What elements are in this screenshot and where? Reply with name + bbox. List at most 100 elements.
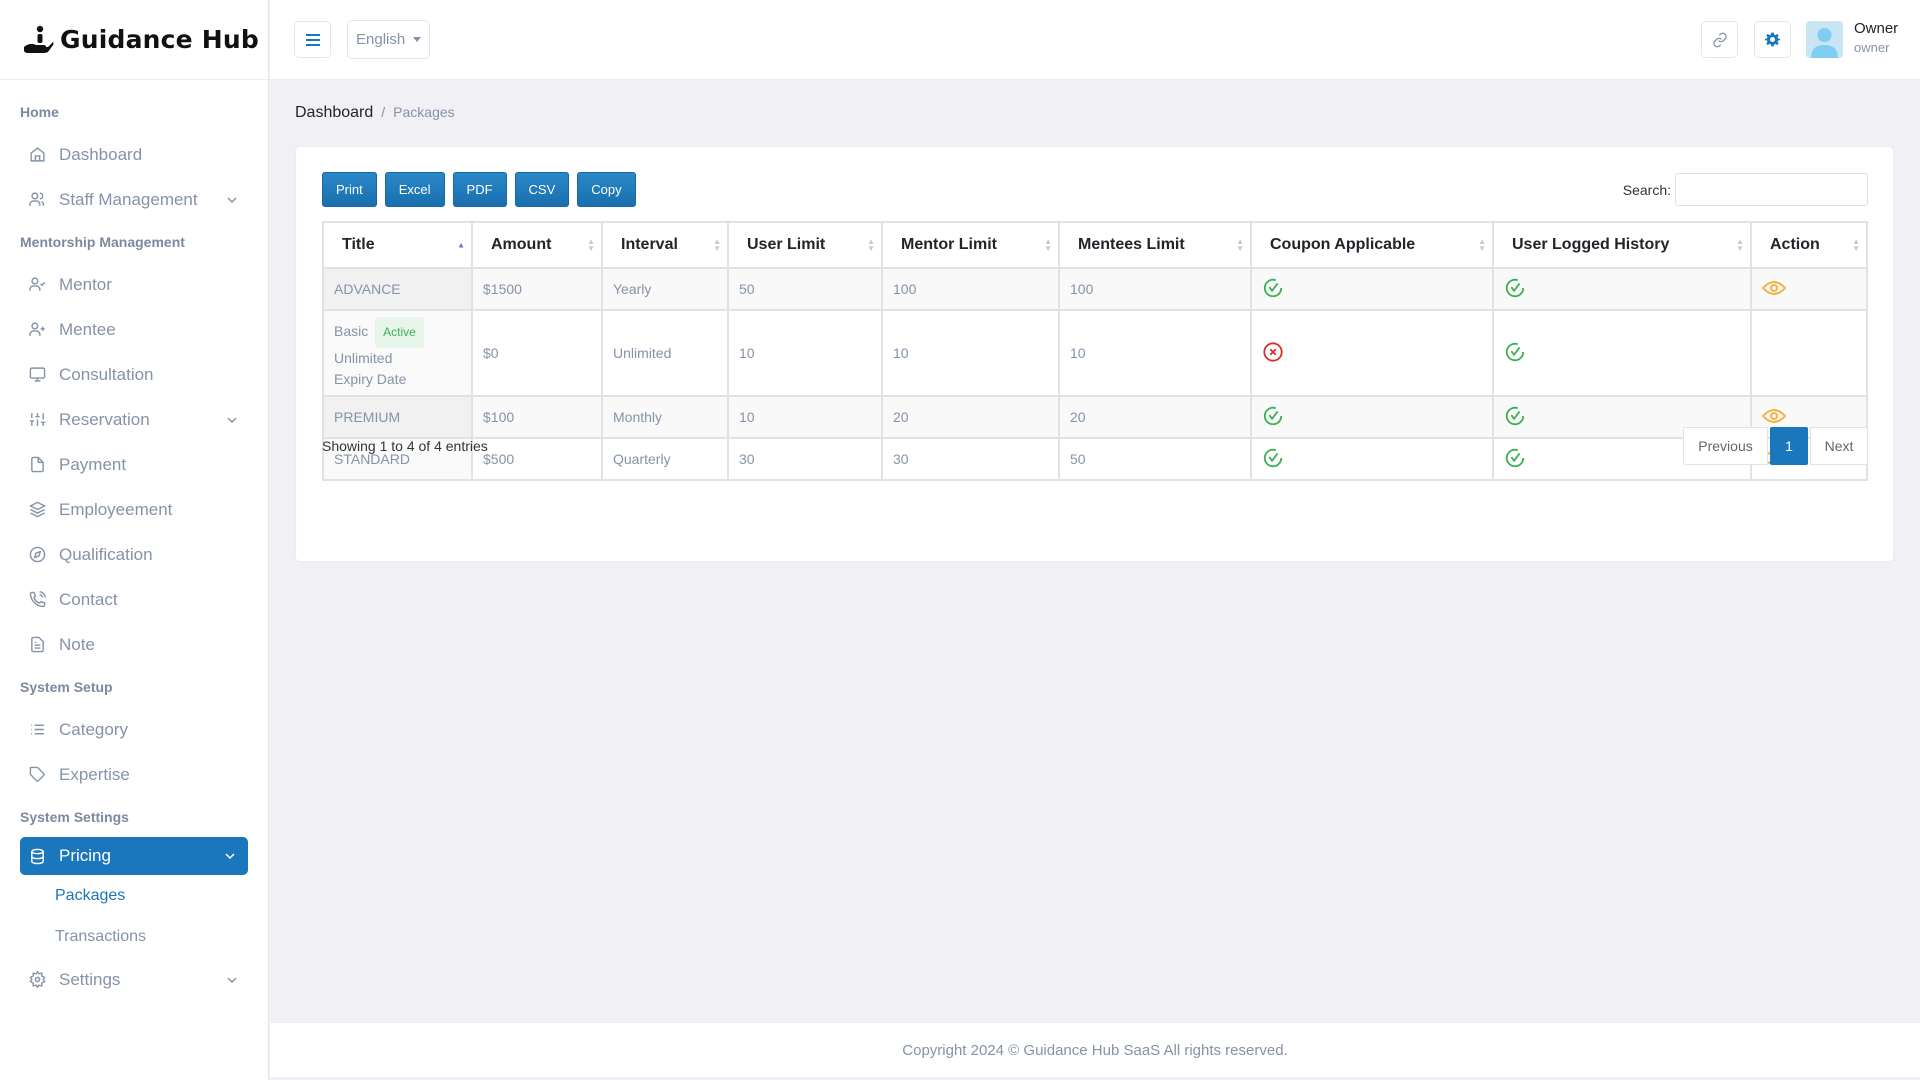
status-badge: Active <box>375 316 424 348</box>
column-header-user-logged-history[interactable]: User Logged History ▲ ▼ <box>1492 221 1752 269</box>
print-button[interactable]: Print <box>322 172 377 207</box>
pagination: Previous 1 Next <box>1683 427 1868 465</box>
cell-mentor-limit: 100 <box>881 267 1060 311</box>
breadcrumb: Dashboard / Packages <box>295 104 455 122</box>
users-icon <box>28 191 46 209</box>
cell-coupon <box>1250 395 1494 439</box>
file-text-icon <box>28 636 46 654</box>
sidebar-item-pricing[interactable]: Pricing <box>20 837 248 875</box>
sidebar-item-label: Note <box>59 634 95 654</box>
settings-button[interactable] <box>1754 21 1791 58</box>
sidebar-item-payment[interactable]: Payment <box>0 442 268 487</box>
check-circle-icon <box>1263 448 1283 467</box>
next-page-button[interactable]: Next <box>1810 427 1868 465</box>
check-circle-icon <box>1263 278 1283 297</box>
section-mentorship: Mentorship Management <box>20 234 185 250</box>
user-avatar-icon <box>1811 28 1838 58</box>
sidebar-item-expertise[interactable]: Expertise <box>0 752 268 797</box>
sidebar-item-mentee[interactable]: Mentee <box>0 307 268 352</box>
sidebar-item-label: Contact <box>59 589 118 609</box>
cell-coupon <box>1250 309 1494 397</box>
layers-icon <box>28 501 46 519</box>
sidebar-item-employeement[interactable]: Employeement <box>0 487 268 532</box>
sidebar-item-contact[interactable]: Contact <box>0 577 268 622</box>
column-header-title[interactable]: Title ▲ <box>322 221 473 269</box>
sidebar-item-mentor[interactable]: Mentor <box>0 262 268 307</box>
cell-amount: $0 <box>471 309 603 397</box>
cell-amount: $500 <box>471 437 603 481</box>
sort-icon: ▲ ▼ <box>1478 237 1486 253</box>
caret-down-icon <box>413 37 421 42</box>
section-system-setup: System Setup <box>20 679 113 695</box>
column-header-action[interactable]: Action ▲ ▼ <box>1750 221 1868 269</box>
previous-page-button[interactable]: Previous <box>1683 427 1768 465</box>
check-circle-icon <box>1505 342 1525 361</box>
avatar[interactable] <box>1806 21 1843 58</box>
menu-toggle-button[interactable] <box>294 21 331 58</box>
footer: Copyright 2024 © Guidance Hub SaaS All r… <box>270 1023 1920 1077</box>
section-system-settings: System Settings <box>20 809 129 825</box>
link-button[interactable] <box>1701 21 1738 58</box>
eye-icon[interactable] <box>1761 407 1787 425</box>
list-icon <box>28 721 46 739</box>
csv-button[interactable]: CSV <box>514 172 570 207</box>
sidebar-subitem-packages[interactable]: Packages <box>55 886 126 904</box>
cell-title: Basic Active Unlimited Expiry Date <box>322 309 473 397</box>
brand-logo[interactable]: Guidance Hub <box>0 0 268 80</box>
column-header-user-limit[interactable]: User Limit ▲ ▼ <box>727 221 883 269</box>
sidebar-item-label: Employeement <box>59 499 173 519</box>
sidebar-subitem-transactions[interactable]: Transactions <box>55 927 146 945</box>
column-header-amount[interactable]: Amount ▲ ▼ <box>471 221 603 269</box>
file-icon <box>28 456 46 474</box>
breadcrumb-separator: / <box>381 104 386 120</box>
sidebar: Guidance Hub Home Dashboard Staff Manage… <box>0 0 269 1080</box>
excel-button[interactable]: Excel <box>384 172 445 207</box>
sidebar-item-label: Expertise <box>59 764 130 784</box>
user-name[interactable]: Owner <box>1854 20 1899 37</box>
sidebar-item-note[interactable]: Note <box>0 622 268 667</box>
pdf-button[interactable]: PDF <box>452 172 507 207</box>
check-circle-icon <box>1505 278 1525 297</box>
sidebar-item-consultation[interactable]: Consultation <box>0 352 268 397</box>
sort-icon: ▲ ▼ <box>713 237 721 253</box>
language-select[interactable]: English <box>347 20 430 59</box>
search-input[interactable] <box>1675 173 1868 206</box>
search-box: Search: <box>1623 173 1868 206</box>
table-row: PREMIUM $100 Monthly 10 20 20 <box>322 395 1868 439</box>
copy-button[interactable]: Copy <box>577 172 636 207</box>
column-header-coupon-applicable[interactable]: Coupon Applicable ▲ ▼ <box>1250 221 1494 269</box>
sidebar-item-category[interactable]: Category <box>0 707 268 752</box>
chevron-down-icon <box>227 196 237 203</box>
cell-interval: Unlimited <box>601 309 729 397</box>
sidebar-item-label: Consultation <box>59 364 154 384</box>
sidebar-item-label: Settings <box>59 969 121 989</box>
cell-user-limit: 10 <box>727 395 883 439</box>
packages-table: Title ▲ Amount ▲ ▼ Interval ▲ ▼ User Limit ▲ ▼ … <box>322 221 1868 481</box>
sidebar-item-label: Dashboard <box>59 144 143 164</box>
sidebar-item-staff-management[interactable]: Staff Management <box>0 177 268 222</box>
page-1-button[interactable]: 1 <box>1770 427 1808 465</box>
breadcrumb-dashboard[interactable]: Dashboard <box>295 104 374 121</box>
eye-icon[interactable] <box>1761 279 1787 297</box>
sidebar-item-settings[interactable]: Settings <box>0 957 268 1002</box>
top-header: English Owner owner <box>270 0 1920 80</box>
column-header-mentor-limit[interactable]: Mentor Limit ▲ ▼ <box>881 221 1060 269</box>
sidebar-item-qualification[interactable]: Qualification <box>0 532 268 577</box>
column-header-mentees-limit[interactable]: Mentees Limit ▲ ▼ <box>1058 221 1252 269</box>
cell-mentees-limit: 10 <box>1058 309 1252 397</box>
table-header-row: Title ▲ Amount ▲ ▼ Interval ▲ ▼ User Limit ▲ ▼ … <box>322 221 1868 269</box>
sidebar-item-label: Mentee <box>59 319 116 339</box>
cell-interval: Monthly <box>601 395 729 439</box>
section-home: Home <box>20 104 59 120</box>
user-plus-icon <box>28 321 46 339</box>
database-icon <box>28 847 46 865</box>
sidebar-item-reservation[interactable]: Reservation <box>0 397 268 442</box>
user-role: owner <box>1854 40 1890 55</box>
sliders-icon <box>28 411 46 429</box>
column-header-interval[interactable]: Interval ▲ ▼ <box>601 221 729 269</box>
cell-user-limit: 10 <box>727 309 883 397</box>
sidebar-item-dashboard[interactable]: Dashboard <box>0 132 268 177</box>
sort-icon: ▲ ▼ <box>1044 237 1052 253</box>
cell-interval: Quarterly <box>601 437 729 481</box>
copyright-text: Copyright 2024 © Guidance Hub SaaS All r… <box>902 1041 1288 1059</box>
